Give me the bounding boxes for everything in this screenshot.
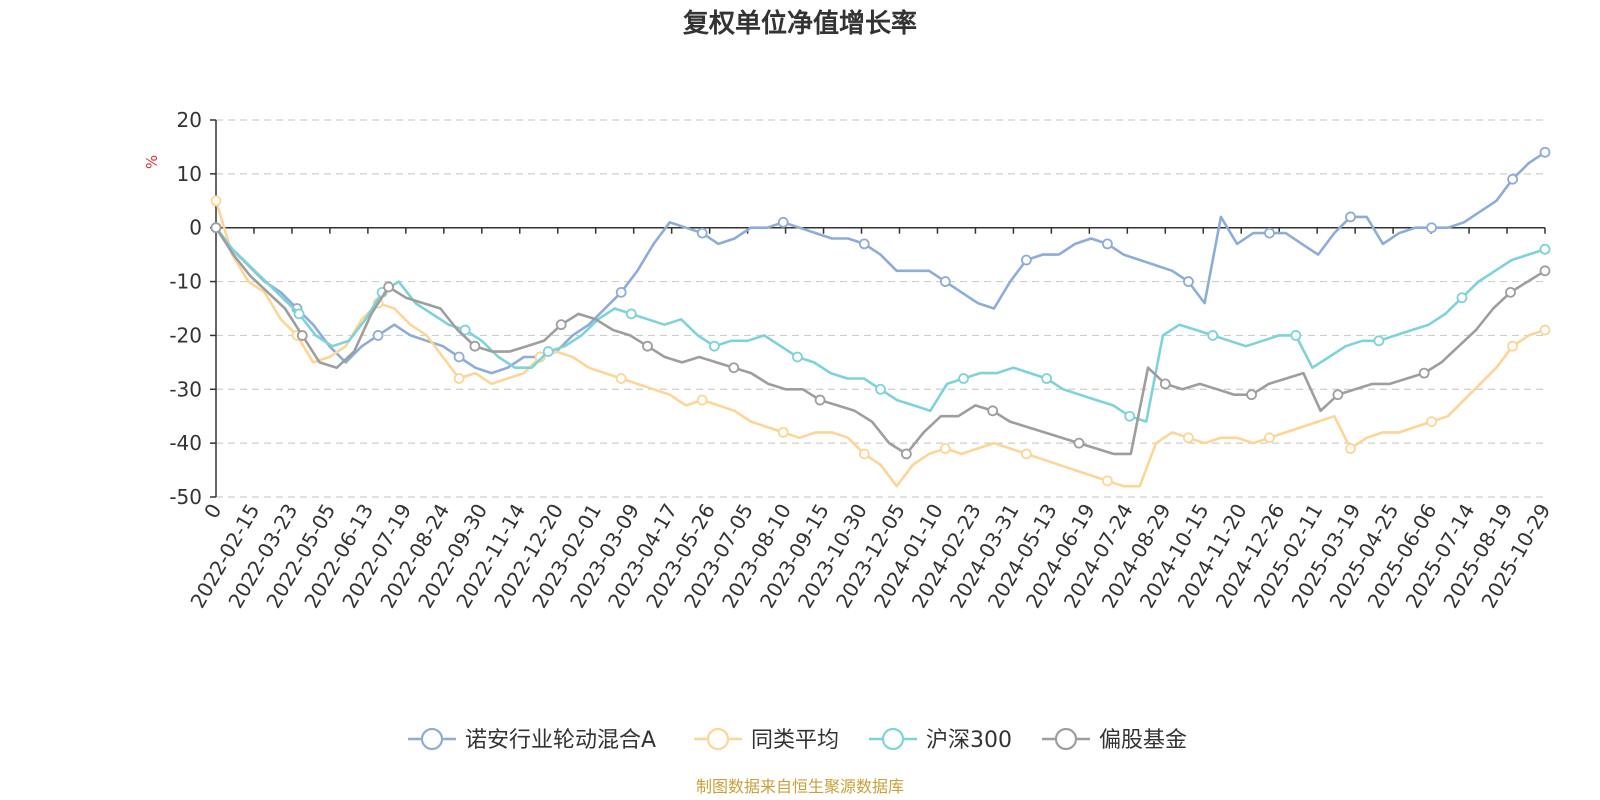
data-point — [372, 330, 384, 341]
series-line-0 — [214, 151, 1546, 375]
data-point — [900, 448, 912, 460]
source-note: 制图数据来自恒生聚源数据库 — [696, 777, 904, 796]
data-point — [534, 351, 546, 363]
legend-item-1[interactable]: 同类平均 — [694, 727, 839, 753]
data-point — [1456, 292, 1468, 304]
data-point — [858, 448, 870, 460]
legend-swatch-marker — [1054, 727, 1078, 751]
y-axis: 20 10 0 -10 -20 -30 -40 -50 — [169, 108, 217, 509]
data-point — [1020, 448, 1032, 460]
data-point — [728, 362, 740, 374]
y-axis-unit: % — [143, 155, 161, 169]
y-tick-label: -30 — [169, 377, 202, 401]
legend-item-3[interactable]: 偏股基金 — [1042, 727, 1187, 753]
data-point — [1418, 367, 1430, 379]
data-point — [1539, 243, 1551, 255]
legend-swatch-marker — [881, 727, 905, 751]
data-point — [1073, 437, 1085, 449]
y-tick-label: 20 — [177, 108, 202, 132]
data-point — [1426, 416, 1437, 428]
data-point — [1207, 330, 1219, 341]
data-point — [696, 227, 708, 239]
legend-swatch-marker — [420, 727, 444, 751]
data-point — [1539, 265, 1551, 277]
data-point — [625, 308, 637, 320]
data-point — [453, 373, 465, 384]
data-point — [1102, 238, 1113, 250]
data-point — [1426, 222, 1437, 234]
data-point — [555, 319, 567, 331]
data-point — [1102, 475, 1113, 487]
series-line-1 — [214, 200, 1546, 488]
data-point — [1507, 173, 1518, 185]
data-point — [1183, 276, 1194, 287]
data-point — [469, 340, 481, 352]
data-point — [1345, 211, 1356, 223]
data-point — [615, 373, 627, 384]
legend-label: 诺安行业轮动混合A — [465, 728, 656, 753]
data-point — [1124, 410, 1136, 422]
data-point — [1264, 227, 1275, 239]
data-point — [1159, 378, 1171, 390]
data-point — [1246, 389, 1257, 401]
data-point — [987, 405, 999, 417]
data-point — [615, 286, 627, 298]
data-point — [1041, 373, 1053, 384]
legend-label: 偏股基金 — [1099, 728, 1187, 753]
series-lines — [210, 146, 1551, 488]
chart-title: 复权单位净值增长率 — [683, 8, 917, 39]
legend-item-2[interactable]: 沪深300 — [869, 727, 1012, 753]
series-line-3 — [214, 226, 1546, 456]
data-point — [1264, 432, 1275, 444]
data-point — [939, 443, 951, 454]
data-point — [459, 324, 471, 336]
data-point — [777, 426, 789, 438]
legend-swatch-marker — [706, 727, 730, 751]
data-point — [1539, 146, 1551, 158]
data-point — [1505, 286, 1516, 298]
data-point — [210, 195, 222, 207]
data-point — [293, 308, 305, 320]
data-point — [939, 276, 951, 287]
legend-label: 同类平均 — [751, 728, 839, 753]
legend-label: 沪深300 — [926, 728, 1012, 753]
data-point — [777, 216, 789, 228]
data-point — [296, 330, 308, 341]
data-point — [1290, 330, 1302, 341]
legend[interactable]: 诺安行业轮动混合A 同类平均 沪深300 偏股基金 — [408, 727, 1187, 753]
x-tick-label: 0 — [199, 500, 226, 523]
data-point — [1332, 389, 1344, 401]
data-point — [875, 383, 886, 395]
data-point — [542, 346, 554, 357]
data-point — [642, 340, 653, 352]
y-tick-label: 10 — [177, 162, 202, 186]
y-tick-label: -10 — [169, 270, 202, 294]
data-point — [1539, 324, 1551, 336]
data-point — [858, 238, 870, 250]
data-point — [453, 351, 465, 363]
data-point — [708, 340, 720, 352]
data-point — [1345, 443, 1356, 454]
data-point — [383, 281, 394, 293]
data-point — [1183, 432, 1194, 444]
y-tick-label: -50 — [169, 485, 202, 509]
data-point — [814, 394, 826, 406]
data-point — [210, 222, 222, 234]
y-tick-label: -20 — [169, 323, 202, 347]
data-point — [696, 394, 708, 406]
data-point — [792, 351, 803, 363]
data-point — [958, 373, 969, 384]
y-tick-label: 0 — [189, 216, 202, 240]
y-tick-label: -40 — [169, 431, 202, 455]
legend-item-0[interactable]: 诺安行业轮动混合A — [408, 727, 656, 753]
data-point — [1507, 340, 1518, 352]
data-point — [1373, 335, 1385, 347]
data-point — [1020, 254, 1032, 266]
